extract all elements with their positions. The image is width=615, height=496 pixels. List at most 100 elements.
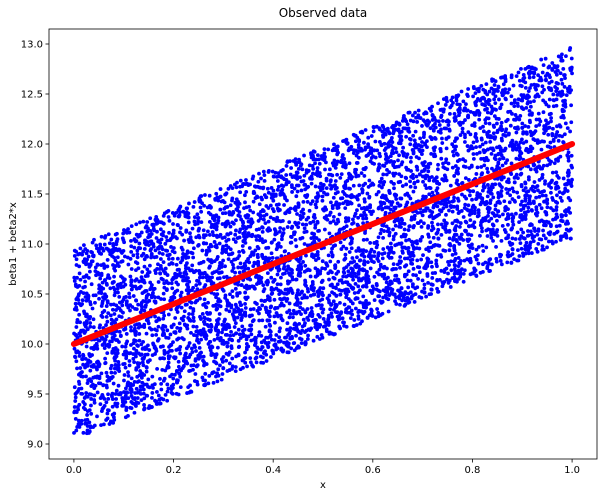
scatter-point — [532, 163, 537, 167]
scatter-point — [529, 229, 533, 234]
scatter-point — [348, 173, 353, 178]
scatter-point — [388, 154, 393, 159]
scatter-point — [343, 182, 348, 187]
scatter-point — [268, 334, 273, 339]
scatter-point — [214, 191, 219, 196]
scatter-point — [419, 224, 424, 229]
scatter-point — [365, 237, 369, 242]
scatter-point — [459, 209, 464, 213]
scatter-point — [191, 246, 196, 251]
scatter-point — [238, 190, 243, 195]
scatter-point — [349, 246, 354, 251]
scatter-point — [274, 174, 279, 179]
scatter-point — [83, 421, 88, 426]
scatter-point — [351, 151, 356, 156]
scatter-point — [448, 111, 452, 116]
scatter-point — [554, 205, 559, 209]
scatter-point — [129, 238, 133, 243]
scatter-point — [526, 205, 531, 210]
scatter-point — [85, 413, 89, 417]
scatter-point — [74, 257, 79, 262]
scatter-point — [496, 195, 501, 200]
scatter-point — [429, 260, 434, 265]
scatter-point — [374, 192, 379, 197]
scatter-point — [231, 210, 236, 214]
scatter-point — [566, 209, 571, 214]
scatter-point — [411, 253, 416, 258]
scatter-point — [463, 165, 468, 169]
scatter-point — [85, 297, 90, 302]
scatter-point — [468, 109, 473, 114]
scatter-point — [87, 408, 92, 412]
scatter-point — [437, 123, 442, 127]
scatter-point — [122, 254, 127, 259]
scatter-point — [141, 251, 146, 256]
scatter-point — [518, 202, 523, 207]
scatter-point — [279, 313, 283, 318]
scatter-point — [483, 107, 487, 112]
scatter-point — [129, 224, 134, 229]
scatter-point — [159, 297, 163, 301]
scatter-point — [534, 87, 538, 92]
scatter-point — [497, 97, 501, 102]
scatter-point — [235, 315, 240, 320]
scatter-point — [194, 329, 199, 334]
scatter-point — [221, 199, 225, 203]
scatter-point — [466, 203, 471, 208]
scatter-point — [307, 163, 312, 168]
scatter-point — [104, 281, 109, 286]
scatter-point — [356, 246, 361, 251]
scatter-point — [532, 99, 536, 104]
scatter-point — [432, 148, 437, 153]
scatter-point — [384, 280, 389, 285]
scatter-point — [325, 296, 330, 301]
scatter-point — [566, 178, 571, 183]
scatter-point — [381, 295, 386, 300]
scatter-point — [569, 103, 574, 108]
scatter-point — [247, 204, 251, 209]
scatter-point — [403, 192, 408, 197]
scatter-point — [72, 405, 77, 409]
scatter-point — [476, 208, 481, 213]
scatter-point — [350, 301, 355, 306]
scatter-point — [278, 326, 282, 331]
scatter-point — [496, 160, 501, 165]
scatter-point — [568, 129, 572, 134]
scatter-point — [506, 110, 511, 114]
scatter-point — [318, 181, 323, 186]
scatter-point — [482, 163, 487, 168]
scatter-point — [270, 169, 275, 174]
scatter-point — [485, 100, 490, 105]
scatter-point — [278, 339, 282, 344]
scatter-point — [408, 179, 412, 184]
scatter-point — [382, 251, 387, 256]
scatter-point — [506, 250, 511, 255]
scatter-point — [129, 328, 133, 333]
scatter-point — [554, 212, 559, 217]
scatter-point — [259, 360, 264, 365]
scatter-point — [378, 127, 382, 132]
scatter-point — [264, 305, 268, 310]
scatter-point — [217, 312, 222, 316]
scatter-point — [207, 265, 212, 270]
scatter-point — [465, 207, 469, 212]
scatter-point — [132, 380, 137, 384]
scatter-point — [250, 232, 255, 237]
scatter-point — [102, 309, 107, 313]
scatter-point — [128, 405, 133, 410]
scatter-point — [198, 296, 202, 301]
scatter-point — [202, 319, 206, 324]
scatter-point — [284, 182, 289, 187]
scatter-point — [99, 423, 103, 428]
scatter-point — [505, 158, 510, 163]
scatter-point — [195, 298, 200, 303]
scatter-point — [560, 81, 565, 86]
scatter-point — [364, 249, 369, 254]
scatter-point — [338, 240, 343, 245]
scatter-point — [274, 333, 279, 337]
scatter-point — [456, 198, 461, 203]
scatter-point — [183, 266, 188, 271]
scatter-point — [523, 186, 528, 190]
scatter-point — [295, 176, 300, 181]
scatter-point — [253, 286, 257, 291]
